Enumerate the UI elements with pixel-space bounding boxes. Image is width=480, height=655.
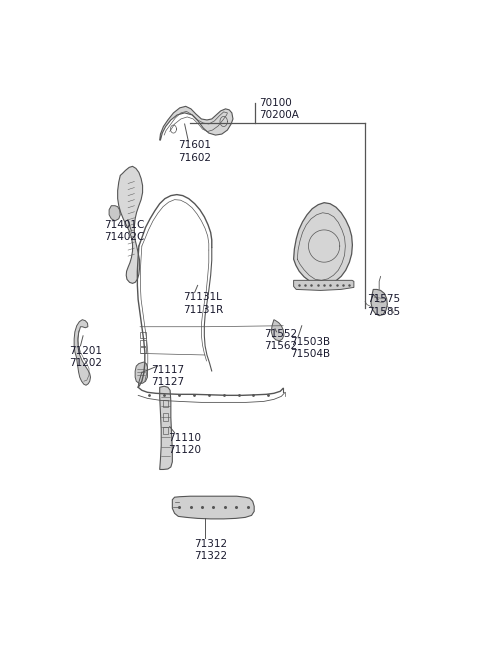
Polygon shape: [160, 386, 172, 470]
Text: 71312
71322: 71312 71322: [194, 538, 227, 561]
Text: 71401C
71402C: 71401C 71402C: [104, 220, 144, 242]
Text: 71503B
71504B: 71503B 71504B: [290, 337, 330, 359]
Text: 71131L
71131R: 71131L 71131R: [183, 292, 223, 315]
Polygon shape: [271, 320, 284, 341]
Text: 71110
71120: 71110 71120: [168, 433, 201, 455]
Polygon shape: [118, 166, 143, 284]
Polygon shape: [172, 496, 254, 519]
Polygon shape: [74, 320, 91, 385]
Polygon shape: [135, 362, 147, 383]
Text: 71552
71562: 71552 71562: [264, 329, 297, 351]
Text: 70100
70200A: 70100 70200A: [259, 98, 299, 120]
Polygon shape: [109, 206, 120, 221]
Polygon shape: [371, 290, 387, 316]
Polygon shape: [294, 202, 352, 286]
Text: 71117
71127: 71117 71127: [151, 365, 184, 388]
Text: 71575
71585: 71575 71585: [367, 295, 400, 317]
Polygon shape: [294, 280, 354, 290]
Polygon shape: [160, 106, 233, 140]
Text: 71601
71602: 71601 71602: [178, 140, 211, 162]
Text: 71201
71202: 71201 71202: [69, 346, 102, 368]
